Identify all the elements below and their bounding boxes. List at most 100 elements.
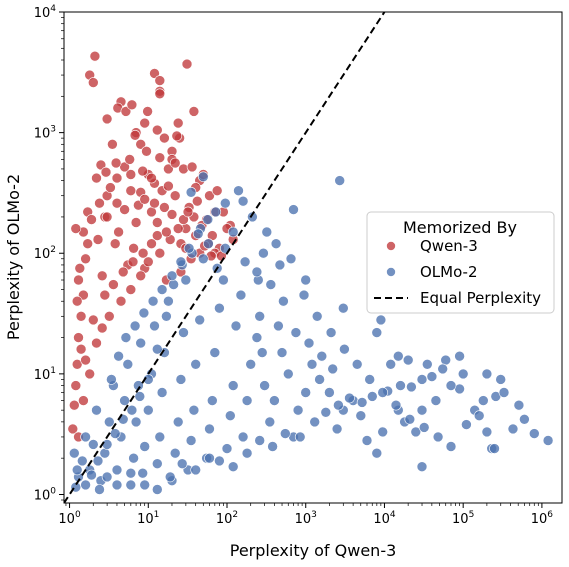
olmo-2-point — [154, 431, 166, 443]
olmo-2-point — [392, 350, 404, 362]
olmo-2-point — [314, 374, 325, 385]
olmo-2-point — [269, 395, 280, 406]
olmo-2-point — [138, 307, 150, 319]
qwen-3-point — [149, 197, 160, 209]
olmo-2-point — [292, 404, 304, 416]
x-axis-ticks: 100 101 102 103 104 105 106 — [58, 503, 553, 527]
olmo-2-point — [461, 419, 472, 430]
olmo-2-point — [306, 358, 318, 370]
olmo-2-point — [180, 274, 192, 286]
qwen-3-point — [181, 58, 193, 70]
x-tick-label: 106 — [531, 510, 554, 527]
qwen-3-point — [182, 206, 194, 218]
olmo-2-point — [325, 327, 337, 338]
olmo-2-point — [416, 404, 428, 416]
olmo-2-point — [290, 327, 302, 338]
qwen-3-point — [139, 194, 150, 205]
qwen-3-point — [80, 253, 91, 265]
olmo-2-point — [80, 431, 91, 443]
olmo-2-point — [418, 422, 430, 433]
legend-box — [366, 211, 555, 314]
olmo-2-point — [254, 435, 266, 446]
qwen-3-point — [75, 310, 87, 322]
olmo-2-point — [430, 395, 442, 406]
olmo-2-point — [364, 374, 376, 385]
olmo-2-point — [129, 320, 141, 332]
olmo-2-point — [113, 350, 124, 362]
qwen-3-point — [88, 77, 99, 88]
olmo-2-point — [88, 439, 99, 450]
olmo-2-point — [316, 350, 328, 362]
qwen-3-point — [159, 202, 170, 213]
olmo-2-point — [77, 455, 88, 467]
olmo-2-point — [371, 447, 383, 459]
qwen-3-point — [149, 68, 160, 79]
olmo-2-point — [495, 374, 507, 385]
qwen-3-point — [143, 256, 154, 268]
qwen-3-point — [128, 243, 139, 254]
olmo-2-point — [126, 404, 138, 416]
olmo-2-point — [164, 471, 176, 483]
qwen-3-point — [161, 226, 172, 238]
qwen-3-point — [70, 380, 82, 391]
olmo-2-point — [282, 368, 294, 380]
qwen-3-point — [154, 247, 166, 259]
olmo-2-point — [152, 343, 163, 355]
olmo-2-point — [230, 320, 242, 332]
olmo-2-point — [190, 358, 201, 370]
olmo-2-point — [104, 416, 115, 428]
olmo-2-point — [188, 404, 200, 416]
olmo-2-point — [274, 259, 286, 271]
qwen-3-point — [159, 132, 170, 144]
olmo-2-point — [331, 423, 343, 435]
olmo-2-point — [185, 435, 197, 446]
x-tick-label: 101 — [137, 510, 159, 527]
olmo-2-point — [528, 428, 540, 439]
legend-label-olmo-2: OLMo-2 — [420, 263, 478, 281]
olmo-2-point — [351, 358, 363, 370]
olmo-2-point — [256, 347, 268, 358]
olmo-2-point — [404, 413, 416, 425]
qwen-3-point — [75, 343, 87, 355]
legend-title: Memorized By — [403, 218, 517, 237]
olmo-2-point — [214, 455, 225, 467]
qwen-3-point — [69, 399, 80, 411]
olmo-2-point — [457, 368, 469, 380]
equal-perplexity-line — [64, 12, 386, 503]
qwen-3-point — [137, 247, 149, 259]
qwen-3-point — [163, 180, 174, 192]
qwen-3-point — [172, 117, 184, 129]
qwen-3-point — [95, 159, 107, 171]
olmo-2-point — [279, 428, 291, 439]
olmo-2-point — [194, 314, 205, 326]
qwen-3-point — [171, 130, 183, 142]
olmo-2-point — [227, 226, 239, 238]
qwen-3-point — [111, 197, 123, 209]
qwen-3-point — [129, 130, 141, 141]
qwen-3-point — [126, 99, 138, 111]
qwen-3-point — [105, 182, 116, 193]
olmo-2-point — [385, 358, 397, 370]
olmo-2-point — [426, 371, 438, 382]
olmo-2-point — [220, 197, 231, 209]
olmo-2-point — [218, 274, 229, 286]
olmo-2-point — [395, 380, 406, 391]
olmo-2-point — [122, 358, 134, 370]
qwen-3-point — [120, 106, 132, 117]
olmo-2-point — [235, 289, 247, 301]
olmo-2-point — [225, 410, 236, 422]
olmo-2-point — [251, 332, 263, 343]
x-tick-label: 104 — [373, 510, 396, 527]
olmo-2-point — [241, 447, 253, 459]
qwen-3-point — [154, 152, 166, 163]
qwen-3-point — [99, 289, 111, 301]
olmo-2-point — [377, 387, 389, 398]
olmo-2-point — [377, 426, 389, 438]
y-tick-label: 104 — [34, 4, 57, 21]
olmo-2-point — [139, 441, 150, 452]
olmo-2-point — [125, 467, 137, 479]
olmo-2-point — [227, 380, 239, 391]
qwen-3-point — [94, 197, 105, 209]
qwen-3-point — [146, 238, 157, 249]
y-axis-ticks: 100 101 102 103 104 — [34, 4, 64, 503]
